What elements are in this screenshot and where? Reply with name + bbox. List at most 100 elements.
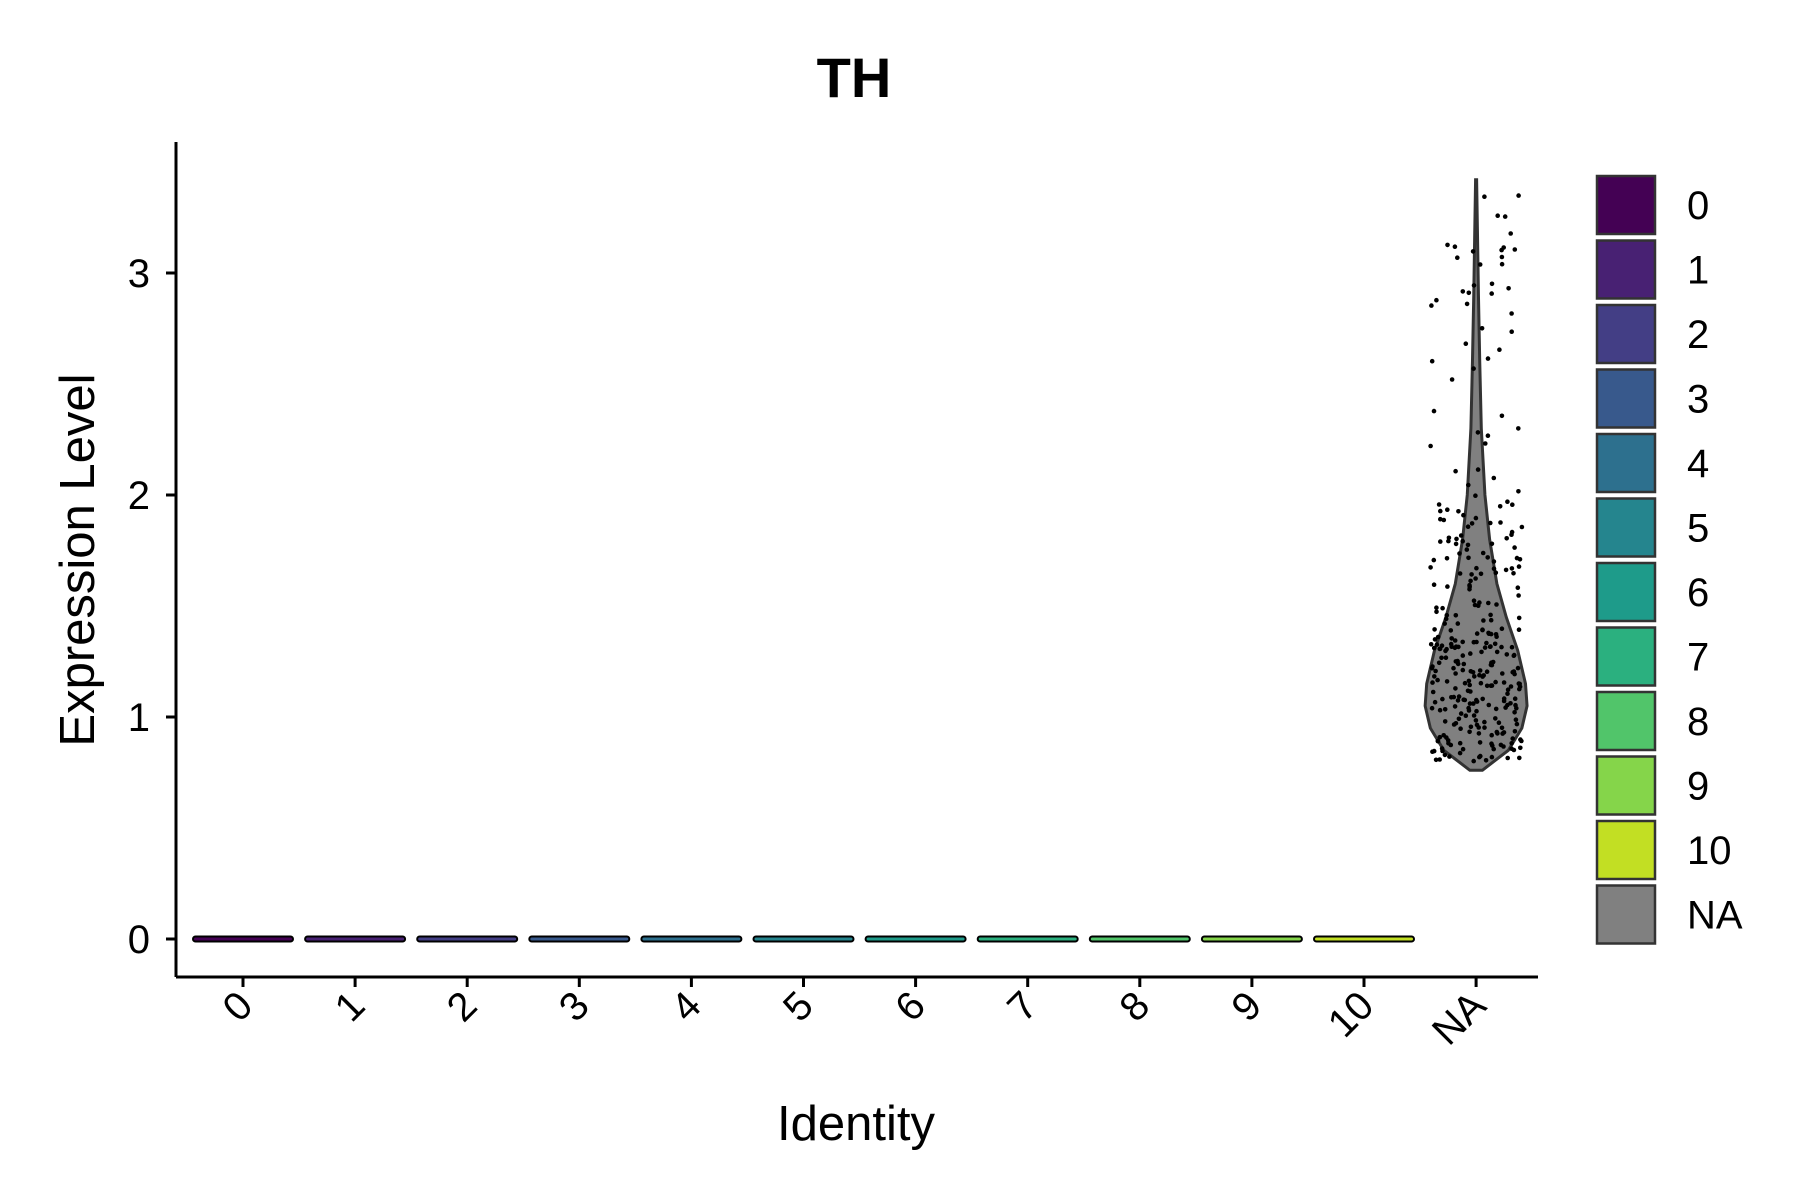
violins (192, 178, 1529, 943)
data-point (1476, 603, 1481, 608)
data-point (1442, 719, 1448, 724)
data-point (1503, 567, 1509, 573)
data-point (1467, 682, 1472, 688)
x-tick-label: 8 (1111, 983, 1158, 1030)
data-point (1509, 644, 1515, 650)
data-point (1481, 673, 1486, 678)
data-point (1453, 613, 1459, 618)
legend-swatch (1595, 497, 1657, 558)
data-point (1477, 668, 1483, 673)
data-point (1432, 627, 1437, 632)
data-point (1430, 689, 1436, 695)
data-point (1491, 475, 1497, 481)
data-point (1475, 430, 1481, 435)
data-point (1490, 743, 1495, 748)
data-point (1494, 634, 1499, 639)
data-point (1468, 578, 1473, 584)
data-point (1489, 754, 1495, 760)
y-tick-label: 2 (128, 474, 150, 518)
data-point (1442, 752, 1448, 758)
data-point (1506, 286, 1511, 291)
data-point (1435, 634, 1441, 640)
data-point (1451, 694, 1457, 700)
data-point (1460, 289, 1466, 294)
data-point (1453, 686, 1458, 691)
data-point (1464, 301, 1470, 307)
data-point (1445, 242, 1450, 248)
data-point (1516, 489, 1521, 494)
data-point (1465, 542, 1471, 548)
data-point (1465, 688, 1471, 694)
data-point (1469, 572, 1474, 577)
data-point (1486, 702, 1492, 708)
data-point (1433, 668, 1438, 674)
data-point (1445, 584, 1450, 589)
data-point (1491, 566, 1497, 571)
legend-swatch (1595, 432, 1657, 494)
x-tick-label: 2 (439, 983, 486, 1030)
data-point (1482, 194, 1487, 199)
data-point (1454, 536, 1459, 542)
legend-swatch (1595, 626, 1657, 687)
data-point (1437, 646, 1443, 652)
data-point (1518, 737, 1523, 742)
data-point (1477, 672, 1482, 678)
legend-label: 1 (1687, 249, 1709, 293)
legend-label: 0 (1687, 184, 1709, 228)
x-tick-label: 1 (327, 983, 374, 1030)
legend-swatch (1595, 819, 1657, 881)
data-point (1449, 377, 1455, 382)
data-point (1463, 341, 1469, 347)
x-tick-label: 10 (1320, 983, 1383, 1046)
data-point (1437, 757, 1442, 762)
data-point (1467, 587, 1472, 592)
data-point (1456, 694, 1462, 699)
data-point (1487, 644, 1493, 649)
data-point (1483, 441, 1488, 446)
data-point (1460, 667, 1466, 673)
data-point (1452, 704, 1458, 709)
data-point (1442, 621, 1447, 626)
y-axis-ticks: 0 1 2 3 (128, 252, 176, 962)
data-point (1505, 687, 1511, 692)
data-point (1510, 669, 1515, 675)
data-point (1466, 708, 1472, 713)
legend-swatch (1595, 690, 1657, 752)
data-point (1429, 705, 1435, 711)
chart-title: TH (817, 46, 892, 109)
data-point (1458, 726, 1463, 731)
data-point (1445, 507, 1450, 512)
data-point (1509, 566, 1515, 571)
legend-swatch (1595, 303, 1657, 365)
jitter-points (1428, 193, 1525, 764)
data-point (1449, 636, 1454, 641)
data-point (1431, 557, 1437, 563)
data-point (1478, 680, 1484, 686)
data-point (1461, 661, 1467, 667)
x-axis-title: Identity (777, 1097, 935, 1151)
data-point (1512, 710, 1517, 715)
x-axis-ticks: 0 1 2 3 4 5 6 7 8 9 10 NA (215, 977, 1495, 1054)
data-point (1467, 729, 1472, 735)
data-point (1458, 711, 1464, 716)
data-point (1484, 683, 1490, 689)
y-tick-label: 0 (128, 918, 150, 962)
legend-swatch (1595, 239, 1657, 300)
data-point (1497, 347, 1502, 353)
data-point (1475, 467, 1481, 472)
data-point (1428, 565, 1433, 570)
data-point (1432, 699, 1438, 705)
data-point (1488, 520, 1493, 526)
data-point (1447, 754, 1452, 759)
data-point (1455, 621, 1461, 626)
data-point (1486, 631, 1492, 636)
legend-swatch (1595, 174, 1657, 236)
data-point (1460, 639, 1465, 645)
data-point (1504, 536, 1509, 541)
data-point (1457, 750, 1463, 756)
data-point (1465, 524, 1471, 529)
data-point (1461, 512, 1466, 518)
data-point (1474, 639, 1479, 645)
data-point (1455, 698, 1461, 703)
